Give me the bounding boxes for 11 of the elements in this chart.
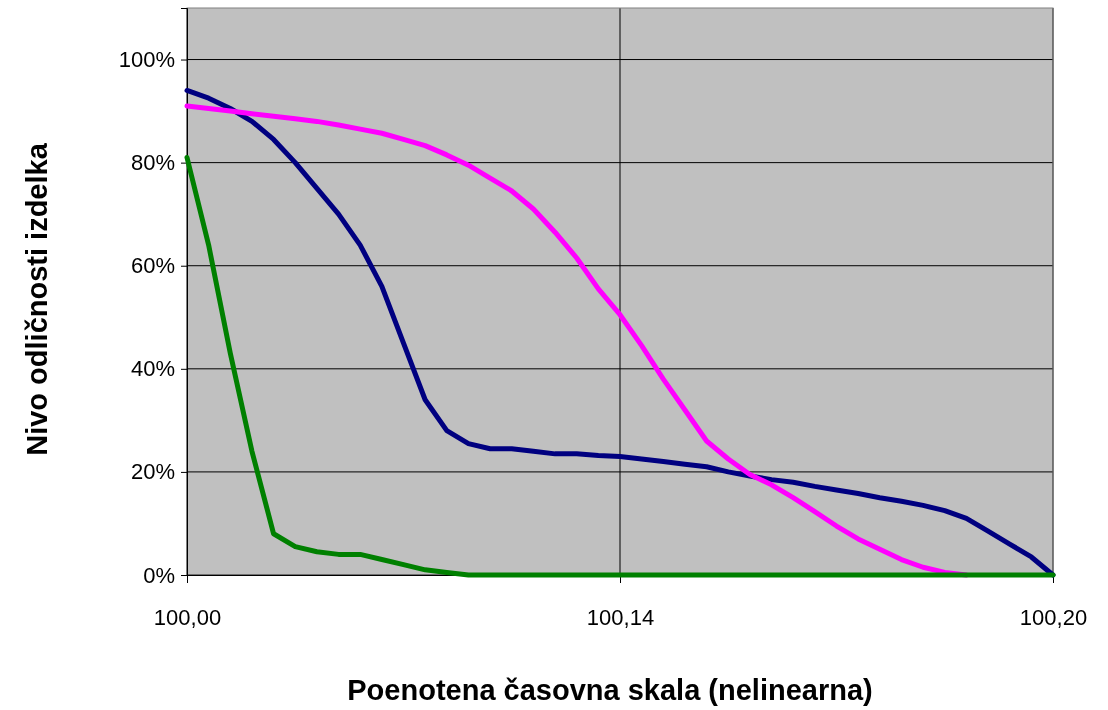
x-axis-title: Poenotena časovna skala (nelinearna) [347,674,873,706]
x-tick-label: 100,00 [153,604,222,630]
y-tick-label: 20% [130,459,175,485]
x-tick-label: 100,14 [586,604,655,630]
x-tick-label: 100,20 [1019,604,1088,630]
y-tick-label: 100% [118,47,175,73]
y-axis-title: Nivo odličnosti izdelka [21,142,53,456]
y-tick-label: 0% [143,562,175,588]
y-tick-label: 60% [130,253,175,279]
y-tick-label: 40% [130,356,175,382]
y-tick-label: 80% [130,150,175,176]
